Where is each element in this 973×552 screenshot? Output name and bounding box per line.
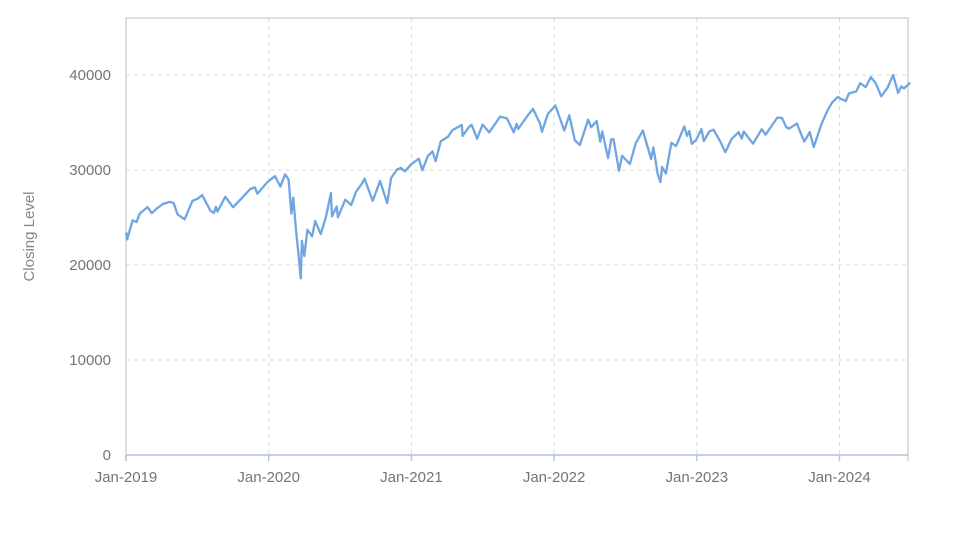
y-tick-label: 30000 [69,162,111,179]
x-tick-label: Jan-2019 [95,469,158,486]
x-tick-labels: Jan-2019 Jan-2020 Jan-2021 Jan-2022 Jan-2023… [95,469,871,486]
y-tick-label: 0 [103,447,111,464]
x-tick-label: Jan-2024 [808,469,871,486]
data-series [125,73,911,280]
x-tick-label: Jan-2023 [666,469,729,486]
y-tick-labels: 0 10000 20000 30000 40000 [69,67,111,464]
axis-lines-and-ticks [125,454,908,461]
x-tick-label: Jan-2022 [523,469,586,486]
gridlines [126,18,908,455]
y-tick-label: 10000 [69,352,111,369]
x-tick-label: Jan-2021 [380,469,443,486]
closing-level-series-line [125,73,911,280]
x-tick-label: Jan-2020 [237,469,300,486]
plot-border [125,17,909,461]
y-axis-title: Closing Level [21,191,38,281]
plot-frame [125,17,909,461]
y-tick-label: 40000 [69,67,111,84]
y-tick-label: 20000 [69,257,111,274]
